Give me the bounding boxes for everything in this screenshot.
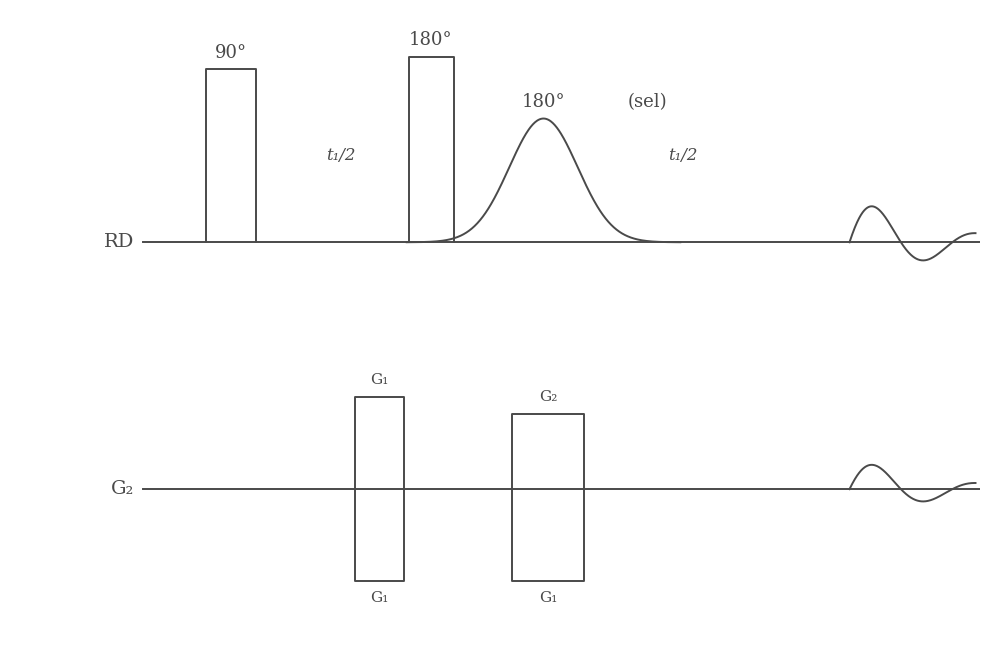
Text: (sel): (sel) (627, 93, 667, 111)
Text: 90°: 90° (215, 44, 247, 62)
Text: G₁: G₁ (370, 591, 388, 605)
Text: G₂: G₂ (111, 480, 134, 498)
Text: G₁: G₁ (370, 373, 388, 387)
Text: t₁/2: t₁/2 (668, 147, 698, 164)
Text: G₁: G₁ (539, 591, 557, 605)
Text: 180°: 180° (522, 93, 565, 111)
Text: RD: RD (104, 233, 134, 251)
Text: G₂: G₂ (539, 390, 557, 404)
Text: 180°: 180° (409, 31, 453, 49)
Text: t₁/2: t₁/2 (326, 147, 356, 164)
